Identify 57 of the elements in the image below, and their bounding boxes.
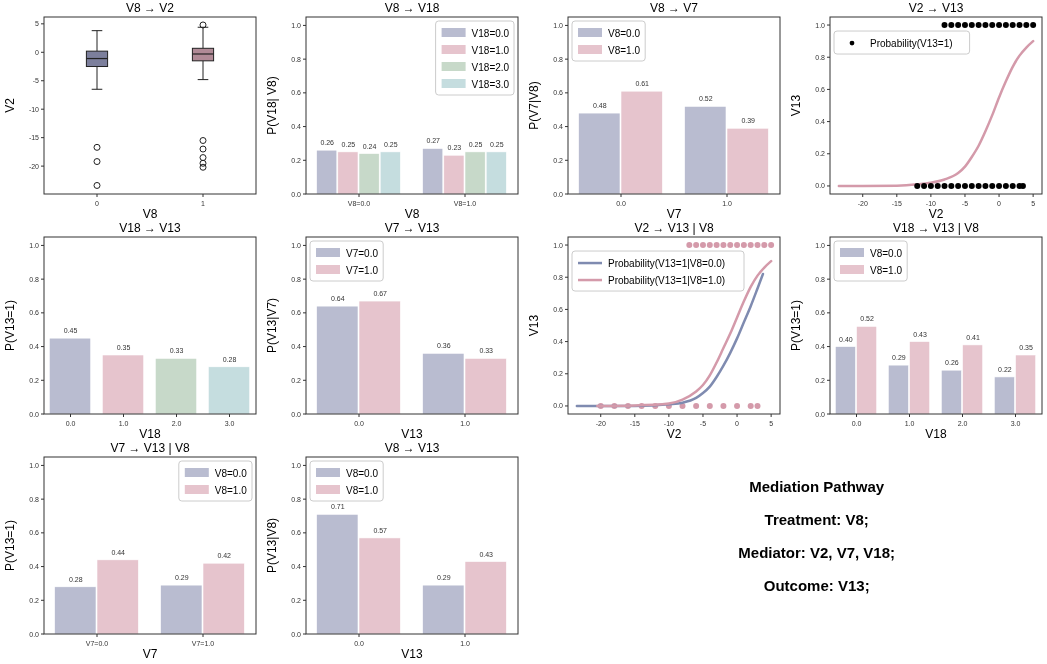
legend-label: Probability(V13=1|V8=0.0) <box>608 258 726 270</box>
legend-label: V18=0.0 <box>471 28 510 39</box>
x-axis-title: V18 <box>925 427 947 441</box>
y-axis-title: P(V18| V8) <box>265 76 279 135</box>
y-axis-title: P(V13=1) <box>789 299 803 352</box>
y-axis-title: P(V13=1) <box>3 299 17 352</box>
chart-title: V2 → V13 <box>908 1 964 15</box>
bar <box>102 354 144 415</box>
x-axis-title: V13 <box>401 427 423 441</box>
legend-label: V8=1.0 <box>346 485 379 496</box>
legend-label: V8=0.0 <box>870 248 903 259</box>
legend-label: V18=3.0 <box>471 79 510 90</box>
legend-label: V18=2.0 <box>471 62 510 73</box>
series-label: Probability(V13=1) <box>870 38 953 50</box>
chart-title: V8 → V2 <box>125 1 175 15</box>
bar <box>208 366 250 415</box>
chart-title: V18 → V13 | V8 <box>893 221 980 235</box>
chart-title: V7 → V13 <box>384 221 440 235</box>
chart-title: V2 → V13 | V8 <box>634 221 714 235</box>
legend-label: V8=1.0 <box>214 485 248 496</box>
bar <box>49 337 91 415</box>
y-axis-title: P(V7|V8) <box>527 81 541 130</box>
chart-title: V8 → V13 <box>384 441 440 455</box>
line-series <box>596 259 773 408</box>
text: Outcome: V13; <box>763 577 870 594</box>
x-axis-title: V2 <box>928 207 944 221</box>
y-axis-title: P(V13|V8) <box>265 517 279 574</box>
y-axis-title: V13 <box>527 314 541 337</box>
chart-title: V18 → V13 <box>119 221 182 235</box>
x-axis-title: V7 <box>142 647 158 661</box>
text: Treatment: V8; <box>764 511 869 528</box>
chart-title: V8 → V7 <box>649 1 699 15</box>
x-axis-title: V2 <box>666 427 682 441</box>
chart-title: V8 → V18 <box>384 1 440 15</box>
y-axis-title: V2 <box>3 97 17 113</box>
legend-label: V7=1.0 <box>346 265 379 276</box>
line-series <box>837 39 1035 188</box>
x-axis-title: V7 <box>666 207 682 221</box>
legend-label: V8=1.0 <box>870 265 903 276</box>
legend-label: V8=1.0 <box>608 45 641 56</box>
text: Mediation Pathway <box>749 478 885 495</box>
y-axis-title: V13 <box>789 94 803 117</box>
legend-label: V8=0.0 <box>214 468 248 479</box>
legend-label: V18=1.0 <box>471 45 510 56</box>
legend-label: V8=0.0 <box>608 28 641 39</box>
chart-title: V7 → V13 | V8 <box>110 441 190 455</box>
legend-label: V8=0.0 <box>346 468 379 479</box>
text: Mediator: V2, V7, V18; <box>738 544 896 561</box>
x-axis-title: V8 <box>404 207 420 221</box>
x-axis-title: V13 <box>401 647 423 661</box>
bar <box>155 358 197 415</box>
x-axis-title: V8 <box>142 207 158 221</box>
legend-label: Probability(V13=1|V8=1.0) <box>608 275 726 287</box>
x-axis-title: V18 <box>139 427 161 441</box>
y-axis-title: P(V13=1) <box>3 519 17 572</box>
y-axis-title: P(V13|V7) <box>265 297 279 354</box>
legend-label: V7=0.0 <box>346 248 379 259</box>
